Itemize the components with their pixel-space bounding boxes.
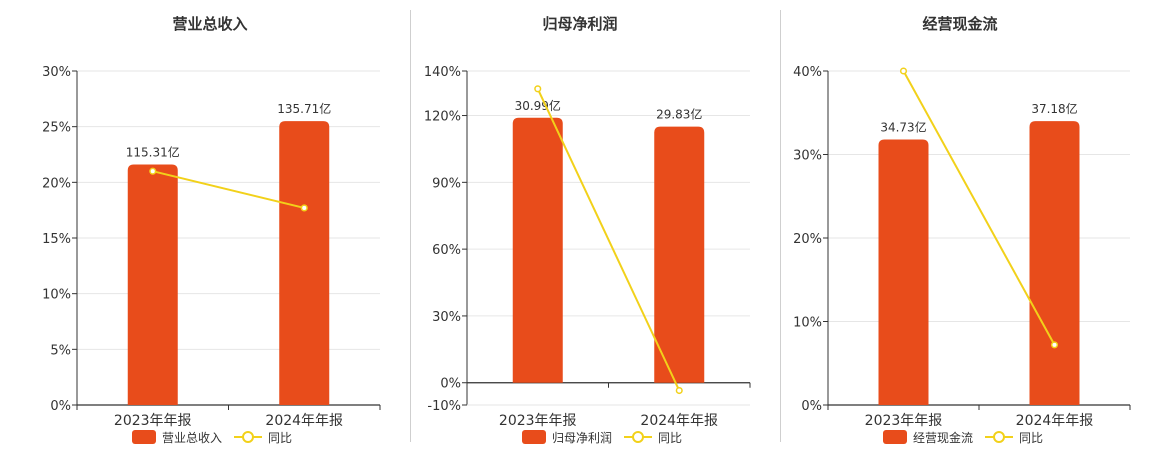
bar-2 [654, 126, 705, 383]
chart-title-1: 营业总收入 [172, 15, 247, 33]
bar-2 [279, 121, 330, 405]
y-tick-label: 20% [793, 232, 822, 247]
legend-bar-label: 营业总收入 [162, 431, 222, 445]
legend-bar-swatch [883, 430, 907, 444]
y-tick-label: 30% [793, 149, 822, 164]
y-tick-label: 0% [50, 399, 71, 414]
y-tick-label: 0% [440, 377, 461, 392]
legend-line-marker [242, 431, 254, 443]
chart-title-3: 经营现金流 [922, 15, 997, 33]
legend-line-marker [632, 431, 644, 443]
y-tick-label: 60% [432, 243, 461, 258]
y-tick-label: 30% [42, 65, 71, 80]
y-tick-label: 30% [432, 310, 461, 325]
yoy-point [1050, 341, 1059, 349]
bar-1 [512, 117, 563, 383]
bar-data-label: 37.18亿 [1031, 101, 1077, 116]
x-tick-label: 2024年年报 [640, 413, 718, 429]
y-tick-label: 10% [42, 288, 71, 303]
bar-data-label: 135.71亿 [277, 101, 331, 116]
x-tick-label: 2023年年报 [114, 413, 192, 429]
bar-data-label: 29.83亿 [656, 107, 702, 122]
bar-1 [127, 164, 178, 405]
yoy-point [675, 386, 683, 395]
yoy-point [534, 85, 542, 93]
y-tick-label: 15% [42, 232, 71, 247]
y-tick-label: -10% [427, 399, 461, 414]
legend-line-label: 同比 [268, 431, 292, 445]
y-tick-label: 120% [424, 110, 461, 125]
x-tick-label: 2024年年报 [265, 413, 343, 429]
y-tick-label: 25% [42, 121, 71, 136]
x-tick-label: 2023年年报 [865, 413, 943, 429]
yoy-line [902, 70, 1056, 346]
bar-1 [878, 139, 929, 405]
y-tick-label: 90% [432, 176, 461, 191]
yoy-line [536, 88, 681, 391]
legend-line-label: 同比 [1019, 431, 1043, 445]
panel-divider-2 [780, 10, 781, 442]
x-tick-label: 2023年年报 [499, 413, 577, 429]
legend-line-label: 同比 [658, 431, 682, 445]
bar-data-label: 34.73亿 [880, 119, 926, 134]
yoy-point [899, 67, 908, 75]
y-tick-label: 40% [793, 65, 822, 80]
legend-line-marker [993, 431, 1005, 443]
panel-divider-1 [410, 10, 411, 442]
yoy-point [149, 167, 157, 175]
bar-data-label: 30.99亿 [515, 98, 561, 113]
yoy-point [300, 204, 308, 212]
legend-bar-label: 经营现金流 [913, 430, 973, 445]
yoy-line [152, 170, 305, 209]
bar-2 [1029, 121, 1080, 405]
bar-data-label: 115.31亿 [126, 145, 180, 160]
chart-title-2: 归母净利润 [542, 15, 617, 33]
legend-bar-swatch [522, 430, 546, 444]
y-tick-label: 10% [793, 316, 822, 331]
y-tick-label: 140% [424, 65, 461, 80]
legend-bar-swatch [132, 430, 156, 444]
legend-bar-label: 归母净利润 [552, 431, 612, 445]
y-tick-label: 5% [50, 343, 71, 358]
x-tick-label: 2024年年报 [1016, 413, 1094, 429]
y-tick-label: 0% [801, 399, 822, 414]
y-tick-label: 20% [42, 176, 71, 191]
